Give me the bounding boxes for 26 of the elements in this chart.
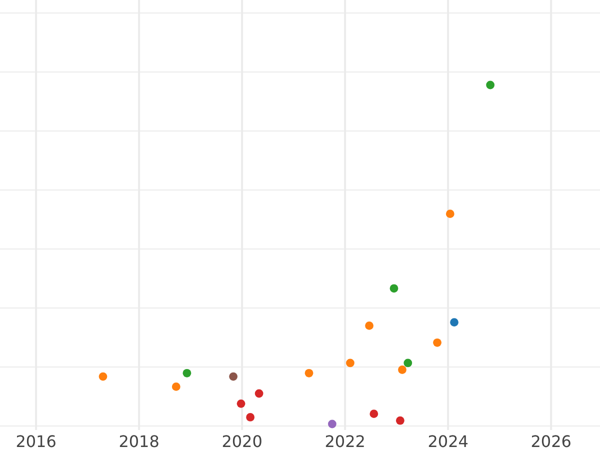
x-tick-label: 2020 [222, 432, 262, 450]
point [346, 358, 354, 368]
point [229, 372, 238, 381]
x-tick-label: 2024 [428, 432, 468, 450]
point [398, 366, 406, 374]
point [328, 420, 336, 428]
point [450, 318, 458, 326]
point [390, 284, 398, 293]
point [254, 389, 264, 398]
point [172, 382, 180, 391]
point [246, 413, 254, 422]
point [370, 410, 378, 418]
point [304, 368, 314, 378]
point [396, 416, 404, 425]
point [433, 338, 442, 347]
point [236, 399, 246, 408]
x-tick-label: 2016 [16, 432, 56, 450]
point [182, 368, 192, 378]
x-tick-label: 2022 [324, 432, 366, 450]
point [98, 372, 108, 381]
point [404, 358, 412, 368]
x-tick-label: 2018 [118, 432, 160, 450]
point [486, 80, 494, 90]
point [365, 321, 374, 330]
point [446, 210, 454, 218]
x-tick-label: 2026 [530, 432, 572, 450]
